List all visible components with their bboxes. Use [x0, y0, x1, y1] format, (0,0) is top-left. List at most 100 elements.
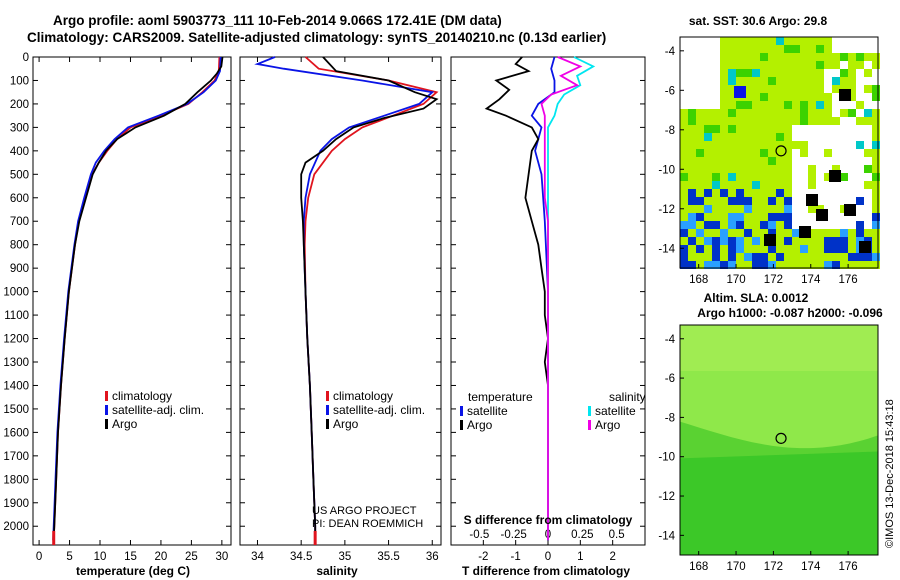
sst-cell — [800, 101, 808, 109]
sst-cell — [696, 245, 704, 253]
x-tick-label: 20 — [155, 551, 168, 563]
sst-cell — [696, 149, 704, 157]
sst-cell — [768, 229, 776, 237]
map-x-tick-label: 176 — [839, 561, 858, 573]
sst-cell — [872, 157, 880, 165]
y-tick-label: 700 — [10, 216, 29, 228]
sst-cell — [744, 125, 752, 133]
sst-cell — [800, 253, 808, 261]
sst-cell — [816, 253, 824, 261]
sst-cell — [824, 237, 832, 245]
sst-cell — [736, 229, 744, 237]
sst-cell — [680, 245, 688, 253]
legend-label: satellite — [467, 404, 508, 418]
sst-cell — [840, 77, 848, 85]
sst-cell — [712, 221, 720, 229]
sst-cell — [840, 69, 848, 77]
sst-cell — [720, 69, 728, 77]
sst-cell — [704, 221, 712, 229]
sst-cell — [720, 133, 728, 141]
sst-cell — [816, 101, 824, 109]
sst-cell — [736, 133, 744, 141]
sst-cell — [824, 93, 832, 101]
sst-cell — [728, 173, 736, 181]
sst-cell — [768, 125, 776, 133]
sst-masked-cell — [839, 89, 851, 101]
map-y-tick-label: -10 — [658, 164, 675, 176]
sst-cell — [688, 173, 696, 181]
sst-cell — [832, 77, 840, 85]
difference-xlabel2: S difference from climatology — [464, 513, 633, 527]
sst-cell — [832, 53, 840, 61]
sst-cell — [792, 93, 800, 101]
sst-cell — [752, 213, 760, 221]
sst-cell — [752, 53, 760, 61]
sst-cell — [728, 37, 736, 45]
sst-cell — [760, 261, 768, 269]
sst-cell — [744, 261, 752, 269]
sst-cell — [816, 261, 824, 269]
sst-cell — [680, 237, 688, 245]
sst-cell — [712, 173, 720, 181]
sst-cell — [680, 133, 688, 141]
sst-cell — [712, 229, 720, 237]
sst-cell — [776, 229, 784, 237]
sst-cell — [720, 125, 728, 133]
sst-cell — [816, 37, 824, 45]
sst-cell — [784, 53, 792, 61]
sst-cell — [776, 197, 784, 205]
x-tick-label: 1 — [577, 551, 583, 563]
legend-swatch — [588, 420, 591, 430]
sst-cell — [728, 53, 736, 61]
map-y-tick-label: -12 — [658, 204, 675, 216]
sst-cell — [752, 37, 760, 45]
sst-cell — [720, 165, 728, 173]
sst-cell — [728, 213, 736, 221]
map-x-tick-label: 172 — [764, 274, 783, 286]
sst-cell — [792, 229, 800, 237]
sst-cell — [784, 173, 792, 181]
map-x-tick-label: 172 — [764, 561, 783, 573]
sst-cell — [696, 253, 704, 261]
sst-cell — [768, 133, 776, 141]
sst-cell — [824, 101, 832, 109]
sst-cell — [752, 197, 760, 205]
sst-cell — [752, 85, 760, 93]
sst-cell — [720, 189, 728, 197]
sst-cell — [760, 221, 768, 229]
sst-cell — [760, 61, 768, 69]
sst-cell — [752, 253, 760, 261]
sst-cell — [848, 245, 856, 253]
sst-cell — [752, 101, 760, 109]
sst-cell — [832, 61, 840, 69]
sst-cell — [736, 213, 744, 221]
sst-cell — [696, 189, 704, 197]
sst-cell — [760, 37, 768, 45]
map-y-tick-label: -14 — [658, 243, 675, 255]
sst-cell — [744, 117, 752, 125]
sst-cell — [768, 173, 776, 181]
sst-cell — [792, 53, 800, 61]
sst-cell — [744, 197, 752, 205]
sst-cell — [768, 213, 776, 221]
sst-cell — [720, 93, 728, 101]
sst-cell — [776, 45, 784, 53]
sst-cell — [736, 221, 744, 229]
sst-cell — [776, 237, 784, 245]
sst-cell — [856, 117, 864, 125]
legend-label: Argo — [112, 417, 138, 431]
sst-cell — [872, 125, 880, 133]
sst-cell — [752, 221, 760, 229]
sst-cell — [816, 53, 824, 61]
legend-label: Argo — [467, 418, 493, 432]
sst-cell — [712, 109, 720, 117]
sst-masked-cell — [799, 226, 811, 238]
sst-cell — [744, 133, 752, 141]
sst-cell — [720, 157, 728, 165]
y-tick-label: 1000 — [3, 287, 29, 299]
sst-cell — [712, 245, 720, 253]
sst-cell — [720, 221, 728, 229]
sst-cell — [688, 221, 696, 229]
sst-cell — [832, 237, 840, 245]
sst-cell — [680, 197, 688, 205]
